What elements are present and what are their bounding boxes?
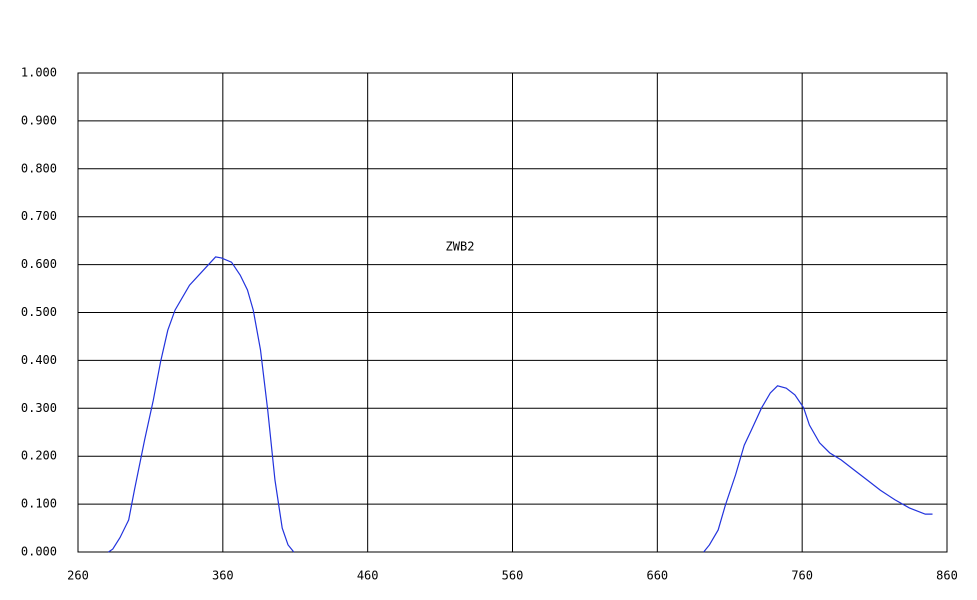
y-tick-label: 0.000	[21, 545, 57, 559]
x-tick-label: 860	[936, 569, 958, 583]
x-tick-label: 760	[791, 569, 813, 583]
y-tick-label: 0.300	[21, 401, 57, 415]
x-tick-label: 660	[646, 569, 668, 583]
y-tick-label: 1.000	[21, 66, 57, 80]
y-tick-label: 0.100	[21, 497, 57, 511]
y-tick-label: 0.500	[21, 305, 57, 319]
data-line	[108, 256, 933, 553]
y-tick-label: 0.800	[21, 161, 57, 175]
annotation: ZWB2	[446, 240, 475, 254]
x-tick-label: 260	[67, 569, 89, 583]
y-tick-label: 0.400	[21, 353, 57, 367]
x-tick-label: 360	[212, 569, 234, 583]
y-tick-label: 0.900	[21, 113, 57, 127]
y-tick-label: 0.700	[21, 209, 57, 223]
y-tick-label: 0.200	[21, 449, 57, 463]
x-tick-label: 460	[357, 569, 379, 583]
x-tick-label: 560	[502, 569, 524, 583]
y-tick-label: 0.600	[21, 257, 57, 271]
